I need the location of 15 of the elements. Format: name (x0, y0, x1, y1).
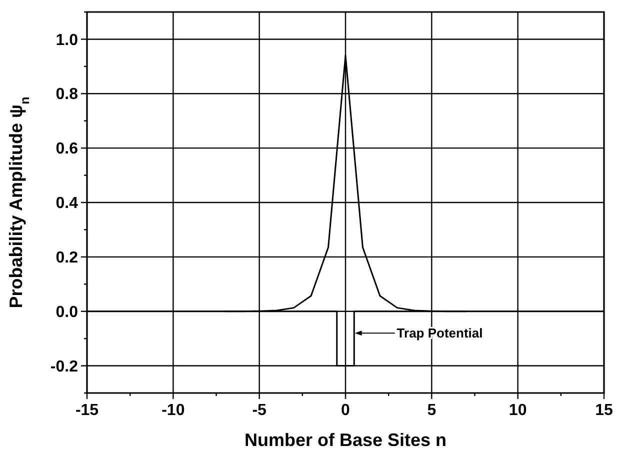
x-tick-label: 0 (341, 402, 350, 419)
x-tick-label: 15 (595, 402, 613, 419)
x-tick-label: 5 (427, 402, 436, 419)
y-tick-label: 0.6 (56, 140, 78, 158)
text: -0.2 (50, 358, 78, 376)
y-tick-label: 0.2 (56, 250, 78, 267)
y-tick-label: 1.0 (56, 32, 78, 49)
y-tick-label: 0.4 (56, 195, 78, 212)
x-tick-label: 10 (508, 402, 527, 419)
x-axis-title: Number of Base Sites n (244, 430, 447, 450)
x-tick-label: -5 (252, 402, 267, 419)
x-tick-label: -10 (162, 402, 185, 419)
y-tick-label: 0.8 (56, 86, 78, 104)
y-tick-label: 0.0 (56, 304, 78, 321)
x-tick-label: -15 (75, 402, 99, 419)
